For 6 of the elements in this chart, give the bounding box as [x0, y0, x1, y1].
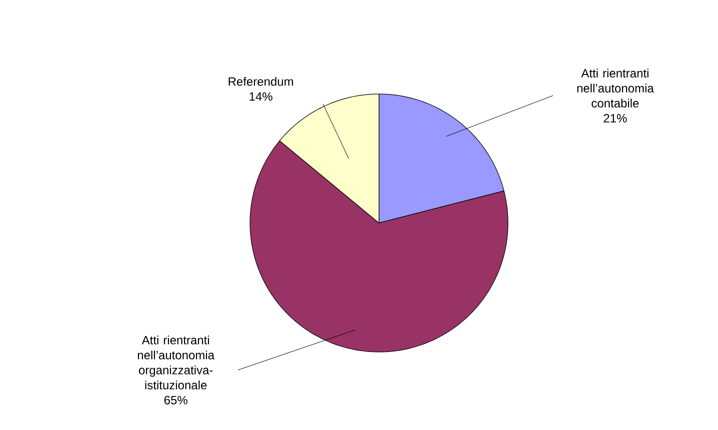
data-label: 14%	[250, 92, 272, 101]
slice-label: Atti rientranti nell’autonomia organizzativa-istituzionale	[138, 336, 214, 390]
slice-label: Referendum	[228, 76, 293, 86]
data-label: 21%	[604, 114, 627, 122]
data-label: 65%	[164, 396, 188, 404]
slice-label: Atti rientranti nell’autonomia contabile	[577, 68, 654, 108]
